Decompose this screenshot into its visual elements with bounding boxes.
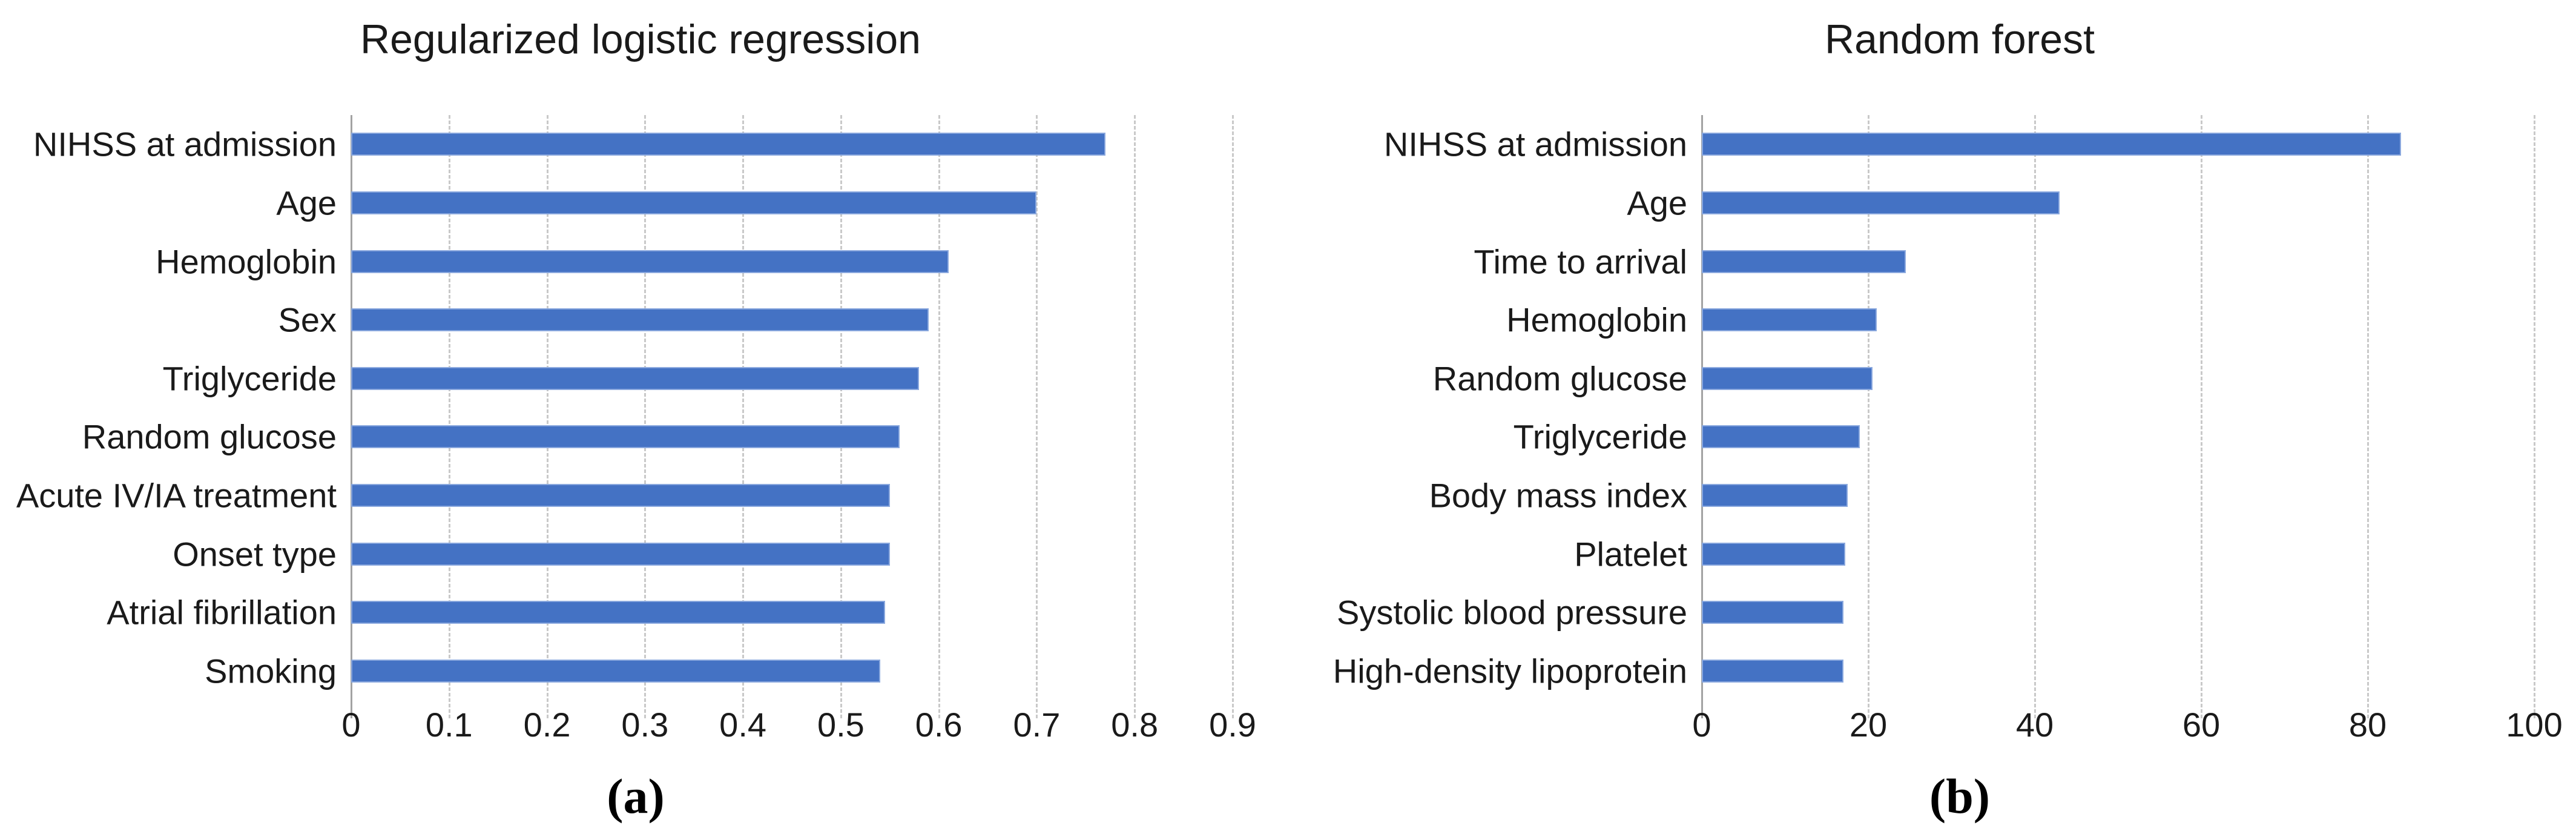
category-label: Age (1627, 184, 1687, 222)
category-label: Triglyceride (1513, 417, 1687, 456)
bar (1702, 191, 2060, 214)
chart-title: Regularized logistic regression (360, 16, 921, 62)
gridline (2201, 115, 2202, 718)
bar (1702, 250, 1906, 273)
category-label: Time to arrival (1474, 242, 1687, 280)
subfigure-caption-a: (a) (607, 769, 665, 824)
category-label: Triglyceride (162, 359, 337, 398)
x-tick-label: 0 (1692, 706, 1711, 744)
x-tick-label: 20 (1849, 706, 1888, 744)
category-label: Random glucose (82, 417, 337, 456)
category-label: Acute IV/IA treatment (16, 476, 337, 515)
chart-title: Random forest (1825, 16, 2095, 62)
bar (351, 250, 949, 273)
bar (351, 542, 890, 566)
x-tick-label: 0 (341, 706, 361, 744)
category-label: High-density lipoprotein (1332, 652, 1687, 690)
bar (1702, 308, 1877, 332)
gridline (1868, 115, 1869, 718)
x-tick-label: 0.1 (425, 706, 473, 744)
x-tick-label: 40 (2015, 706, 2054, 744)
bar (351, 191, 1037, 214)
gridline (742, 115, 745, 718)
x-tick-label: 60 (2182, 706, 2221, 744)
category-label: Hemoglobin (156, 242, 337, 280)
category-label: Body mass index (1429, 476, 1687, 515)
gridline (1232, 115, 1234, 718)
bar (351, 483, 890, 507)
category-label: Hemoglobin (1506, 300, 1687, 339)
category-label: NIHSS at admission (33, 125, 337, 164)
bar (1702, 483, 1848, 507)
x-tick-label: 80 (2348, 706, 2387, 744)
gridline (448, 115, 450, 718)
bar (351, 601, 885, 624)
gridline (2367, 115, 2369, 718)
category-label: Sex (278, 300, 337, 339)
y-axis-line (351, 115, 352, 718)
category-label: Systolic blood pressure (1337, 593, 1687, 632)
bar (1702, 659, 1843, 683)
bar (351, 425, 900, 449)
bar (1702, 601, 1843, 624)
y-axis-line (1701, 115, 1703, 718)
bar (1702, 542, 1845, 566)
gridline (546, 115, 548, 718)
x-tick-label: 0.5 (817, 706, 865, 744)
category-label: Atrial fibrillation (107, 593, 337, 632)
subfigure-caption-b: (b) (1929, 769, 1991, 824)
x-tick-label: 0.2 (523, 706, 571, 744)
category-label: Platelet (1574, 535, 1687, 573)
bar (351, 308, 929, 332)
x-tick-label: 0.6 (915, 706, 963, 744)
category-label: Age (276, 184, 337, 222)
gridline (2034, 115, 2036, 718)
bar (351, 366, 920, 390)
bar (351, 133, 1105, 156)
category-label: Random glucose (1432, 359, 1687, 398)
gridline (644, 115, 647, 718)
category-label: NIHSS at admission (1383, 125, 1687, 164)
bar (1702, 366, 1873, 390)
x-tick-label: 0.8 (1111, 706, 1159, 744)
category-label: Onset type (173, 535, 337, 573)
bar (1702, 133, 2401, 156)
gridline (1036, 115, 1038, 718)
bar (351, 659, 880, 683)
gridline (840, 115, 842, 718)
gridline (2534, 115, 2535, 718)
x-tick-label: 0.7 (1013, 706, 1061, 744)
x-tick-label: 100 (2506, 706, 2563, 744)
bar (1702, 425, 1860, 449)
x-tick-label: 0.9 (1209, 706, 1256, 744)
category-label: Smoking (205, 652, 337, 690)
x-tick-label: 0.4 (719, 706, 767, 744)
x-tick-label: 0.3 (621, 706, 669, 744)
gridline (1134, 115, 1136, 718)
gridline (938, 115, 940, 718)
